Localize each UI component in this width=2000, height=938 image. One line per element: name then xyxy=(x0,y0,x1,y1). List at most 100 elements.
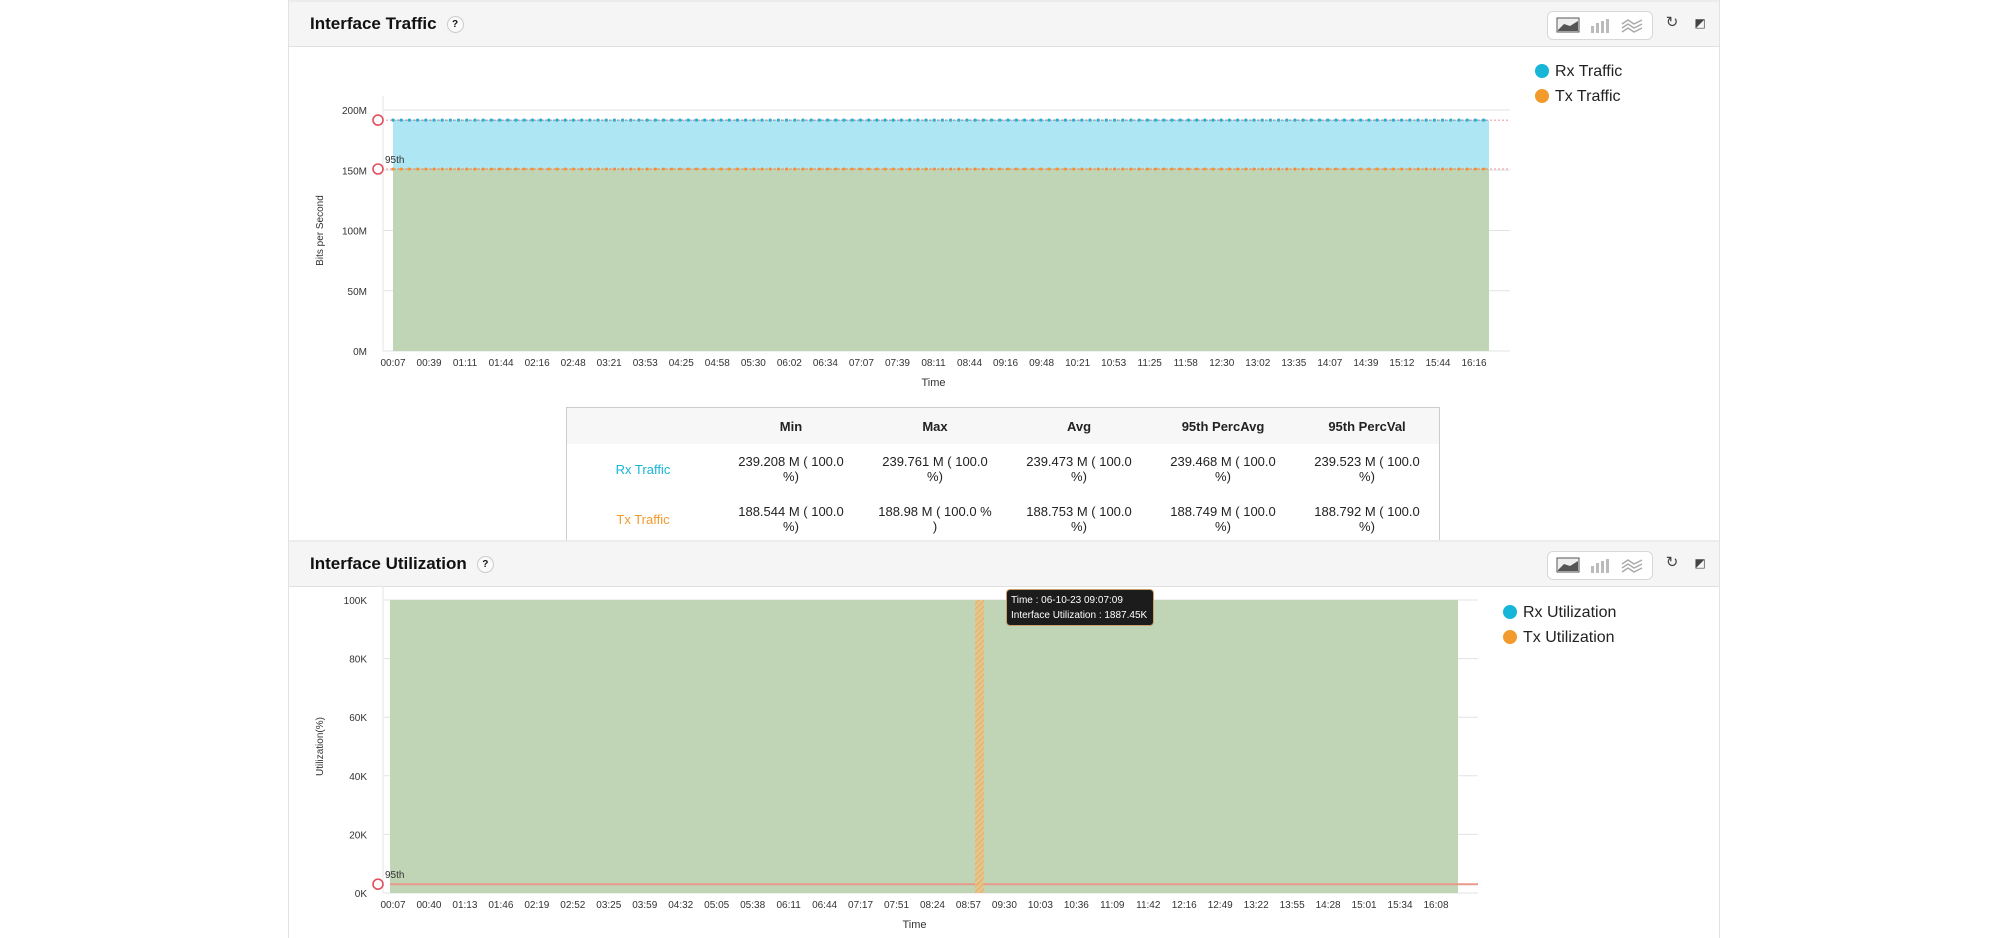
percentile-95-marker xyxy=(372,114,384,126)
x-axis-title: Time xyxy=(921,377,945,389)
data-point xyxy=(916,167,920,171)
data-point xyxy=(1178,167,1182,171)
line-chart-icon[interactable] xyxy=(1620,16,1646,34)
x-tick-label: 06:11 xyxy=(776,900,801,911)
data-point xyxy=(744,167,748,171)
data-point xyxy=(1211,118,1215,122)
data-point xyxy=(727,118,731,122)
data-point xyxy=(719,118,723,122)
traffic-stats-table: Min Max Avg 95th PercAvg 95th PercVal Rx… xyxy=(566,407,1440,545)
y-tick-label: 0M xyxy=(353,347,367,358)
data-point xyxy=(875,167,879,171)
data-point xyxy=(1014,167,1018,171)
cell: 239.473 M ( 100.0 %) xyxy=(1026,454,1132,484)
data-point xyxy=(547,118,551,122)
legend-rx-traffic[interactable]: Rx Traffic xyxy=(1535,63,1622,81)
line-chart-icon[interactable] xyxy=(1620,556,1646,574)
data-point xyxy=(1244,118,1248,122)
panel-header: Interface Utilization? ↻ ◩ xyxy=(289,540,1719,587)
data-point xyxy=(555,167,559,171)
panel-title: Interface Utilization? xyxy=(310,554,494,574)
data-point xyxy=(1391,118,1395,122)
data-point xyxy=(1383,167,1387,171)
x-tick-label: 02:16 xyxy=(525,358,550,369)
data-point xyxy=(399,167,403,171)
x-tick-label: 00:07 xyxy=(380,358,405,369)
legend-tx-traffic[interactable]: Tx Traffic xyxy=(1535,88,1621,106)
x-tick-label: 07:39 xyxy=(885,358,910,369)
column-header xyxy=(566,407,719,444)
x-tick-label: 01:46 xyxy=(488,900,513,911)
cell: 239.208 M ( 100.0 %) xyxy=(738,454,844,484)
data-point xyxy=(899,118,904,122)
bar-chart-icon[interactable] xyxy=(1588,16,1614,34)
percentile-label: 95th xyxy=(385,870,404,881)
data-point xyxy=(416,167,420,171)
x-tick-label: 10:53 xyxy=(1101,358,1126,369)
x-tick-label: 08:24 xyxy=(920,900,945,911)
x-tick-label: 06:34 xyxy=(813,358,838,369)
expand-icon[interactable]: ◩ xyxy=(1694,16,1706,30)
data-point xyxy=(547,167,551,171)
data-point xyxy=(1186,167,1190,171)
legend-dot xyxy=(1503,605,1517,619)
area-rx-utilization xyxy=(390,600,1458,893)
data-point xyxy=(571,118,576,122)
data-point xyxy=(1039,118,1043,122)
x-tick-label: 10:03 xyxy=(1028,900,1053,911)
data-point xyxy=(391,118,395,122)
x-tick-label: 15:12 xyxy=(1389,358,1414,369)
x-tick-label: 08:57 xyxy=(956,900,981,911)
y-tick-label: 20K xyxy=(349,830,367,841)
x-tick-label: 04:32 xyxy=(668,900,693,911)
data-point xyxy=(1014,118,1018,122)
data-point xyxy=(588,118,592,122)
data-point xyxy=(867,167,871,171)
data-point xyxy=(908,167,912,171)
data-point xyxy=(539,167,543,171)
data-point xyxy=(1047,118,1051,122)
x-tick-label: 14:39 xyxy=(1353,358,1378,369)
expand-icon[interactable]: ◩ xyxy=(1694,556,1706,570)
y-tick-label: 100M xyxy=(342,227,367,238)
data-point xyxy=(1055,167,1059,171)
legend-rx-utilization[interactable]: Rx Utilization xyxy=(1503,604,1616,622)
data-point xyxy=(1375,118,1379,122)
refresh-icon[interactable]: ↻ xyxy=(1665,554,1679,571)
legend-tx-utilization[interactable]: Tx Utilization xyxy=(1503,629,1615,647)
table-row: Tx Traffic 188.544 M ( 100.0 %) 188.98 M… xyxy=(567,494,1440,545)
x-tick-label: 11:58 xyxy=(1174,358,1199,369)
x-tick-label: 16:08 xyxy=(1423,900,1448,911)
x-tick-label: 05:30 xyxy=(741,358,766,369)
x-tick-label: 07:07 xyxy=(849,358,874,369)
data-point xyxy=(539,118,543,122)
x-tick-label: 15:34 xyxy=(1388,900,1413,911)
area-chart-icon[interactable] xyxy=(1556,16,1582,34)
tooltip-time: Time : 06-10-23 09:07:09 xyxy=(1011,595,1123,606)
refresh-icon[interactable]: ↻ xyxy=(1665,14,1679,31)
data-point xyxy=(1195,118,1199,122)
x-tick-label: 14:07 xyxy=(1317,358,1342,369)
y-tick-label: 80K xyxy=(349,655,367,666)
x-tick-label: 04:58 xyxy=(705,358,730,369)
help-icon[interactable]: ? xyxy=(476,556,494,573)
data-point xyxy=(580,167,584,171)
x-tick-label: 14:28 xyxy=(1316,900,1341,911)
data-point xyxy=(1186,118,1190,122)
y-tick-label: 200M xyxy=(342,106,367,117)
area-chart-icon[interactable] xyxy=(1556,556,1582,574)
y-tick-label: 100K xyxy=(344,596,368,607)
data-point xyxy=(1031,167,1035,171)
data-point xyxy=(867,118,871,122)
data-point xyxy=(1367,118,1371,122)
bar-chart-icon[interactable] xyxy=(1588,556,1614,574)
table-header-row: Min Max Avg 95th PercAvg 95th PercVal xyxy=(566,407,1440,444)
column-header: Avg xyxy=(1007,407,1151,444)
data-point xyxy=(1342,118,1346,122)
data-point xyxy=(399,118,403,122)
data-point xyxy=(694,167,699,171)
data-point xyxy=(555,118,559,122)
panel-title: Interface Traffic? xyxy=(310,14,464,34)
help-icon[interactable]: ? xyxy=(446,16,464,33)
data-point xyxy=(1408,167,1412,171)
